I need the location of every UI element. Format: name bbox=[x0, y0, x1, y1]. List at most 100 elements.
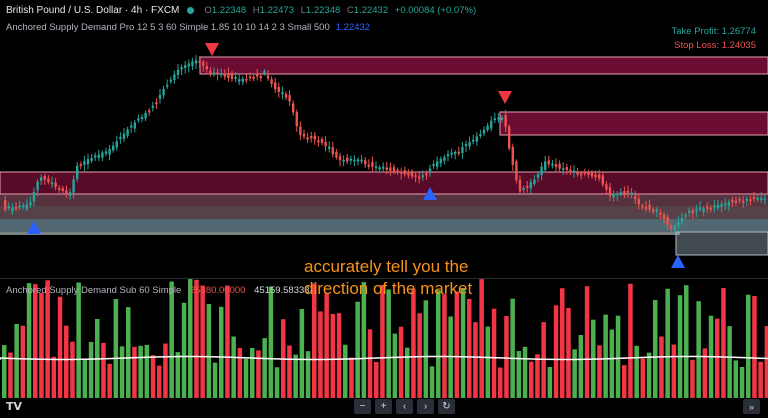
volume-bar bbox=[343, 344, 348, 398]
candle-body bbox=[562, 168, 565, 171]
volume-bar bbox=[157, 365, 162, 398]
volume-bar bbox=[671, 344, 677, 398]
zoom-in-button[interactable]: + bbox=[375, 399, 392, 414]
candle-body bbox=[450, 152, 453, 155]
zone-band-pink bbox=[0, 194, 768, 206]
sell-signal-marker bbox=[498, 91, 512, 104]
volume-bar bbox=[417, 313, 422, 398]
volume-bar bbox=[45, 280, 50, 398]
volume-bar bbox=[26, 283, 32, 398]
chart-toolbar: − + ‹ › ↻ bbox=[354, 399, 455, 414]
buy-signal-marker bbox=[27, 221, 41, 234]
candle-body bbox=[400, 171, 403, 174]
volume-bar bbox=[429, 366, 435, 398]
volume-bar bbox=[20, 325, 26, 398]
candle-body bbox=[378, 167, 381, 170]
volume-bar bbox=[467, 298, 472, 398]
candle-body bbox=[385, 167, 388, 170]
symbol-title[interactable]: British Pound / U.S. Dollar · 4h · FXCM bbox=[6, 5, 180, 16]
candle-body bbox=[587, 172, 590, 175]
candle-body bbox=[360, 159, 363, 162]
pane-divider[interactable] bbox=[0, 278, 768, 279]
candle-body bbox=[198, 60, 201, 63]
volume-bar bbox=[491, 308, 497, 398]
candle-body bbox=[317, 140, 320, 143]
volume-bar bbox=[504, 316, 509, 398]
candle-body bbox=[90, 158, 93, 161]
reset-chart-button[interactable]: ↻ bbox=[438, 399, 455, 414]
volume-bar bbox=[76, 282, 81, 398]
candle-body bbox=[245, 78, 248, 81]
candle-body bbox=[180, 67, 183, 70]
candle-body bbox=[457, 151, 460, 154]
volume-bar bbox=[746, 294, 751, 398]
candle-body bbox=[126, 129, 129, 136]
volume-bar bbox=[237, 347, 243, 398]
candle-body bbox=[670, 225, 673, 230]
candle-body bbox=[194, 60, 198, 64]
candle-body bbox=[590, 172, 594, 177]
volume-bar bbox=[659, 336, 664, 398]
candle-body bbox=[295, 112, 298, 127]
candle-body bbox=[497, 117, 500, 120]
symbol-row: British Pound / U.S. Dollar · 4h · FXCM … bbox=[6, 5, 480, 16]
sub-indicator-name[interactable]: Anchored Supply Demand Sub 60 Simple bbox=[6, 285, 182, 296]
volume-bar bbox=[684, 285, 689, 398]
volume-bar bbox=[361, 282, 367, 398]
scroll-right-button[interactable]: › bbox=[417, 399, 434, 414]
go-to-latest-button[interactable]: » bbox=[743, 399, 760, 414]
candle-body bbox=[436, 161, 439, 167]
candle-body bbox=[54, 182, 57, 187]
volume-bar bbox=[212, 362, 218, 398]
volume-bar bbox=[256, 350, 261, 398]
volume-bar bbox=[200, 285, 205, 398]
candle-body bbox=[713, 205, 716, 208]
volume-bar bbox=[609, 329, 615, 398]
indicator-row: Anchored Supply Demand Pro 12 5 3 60 Sim… bbox=[6, 22, 370, 33]
candle-body bbox=[680, 217, 684, 223]
volume-bar bbox=[181, 302, 187, 398]
candle-body bbox=[205, 66, 208, 70]
volume-bar bbox=[330, 313, 336, 398]
candle-body bbox=[184, 65, 187, 68]
candle-body bbox=[101, 152, 104, 158]
volume-bar bbox=[51, 356, 57, 398]
candle-body bbox=[230, 74, 234, 79]
buy-signal-marker bbox=[423, 187, 437, 200]
candle-body bbox=[583, 172, 586, 174]
candle-body bbox=[504, 115, 507, 127]
volume-bar bbox=[677, 295, 683, 398]
take-profit-label: Take Profit: 1.26774 bbox=[671, 26, 757, 37]
candle-body bbox=[176, 69, 180, 75]
volume-bar bbox=[653, 300, 658, 398]
volume-average-line bbox=[0, 355, 768, 361]
candle-body bbox=[374, 166, 378, 168]
zoom-out-button[interactable]: − bbox=[354, 399, 371, 414]
candle-body bbox=[133, 122, 136, 129]
candle-body bbox=[547, 160, 550, 165]
candle-body bbox=[382, 166, 385, 169]
buy-signal-marker bbox=[671, 255, 685, 268]
candle-body bbox=[292, 103, 295, 113]
volume-bar bbox=[219, 306, 224, 398]
candle-body bbox=[140, 116, 144, 120]
candle-body bbox=[749, 199, 752, 202]
candle-body bbox=[652, 209, 655, 212]
candle-body bbox=[454, 152, 457, 155]
chart-header: British Pound / U.S. Dollar · 4h · FXCM … bbox=[0, 0, 768, 51]
volume-bar bbox=[454, 291, 460, 398]
volume-bar bbox=[374, 361, 379, 398]
candle-body bbox=[4, 199, 7, 210]
indicator-name[interactable]: Anchored Supply Demand Pro 12 5 3 60 Sim… bbox=[6, 22, 330, 33]
candle-body bbox=[738, 198, 741, 201]
volume-bar bbox=[628, 283, 633, 398]
scroll-left-button[interactable]: ‹ bbox=[396, 399, 413, 414]
volume-bar bbox=[299, 308, 305, 398]
volume-bar bbox=[305, 351, 311, 398]
volume-bar bbox=[39, 293, 44, 398]
candle-body bbox=[572, 170, 576, 173]
ohlc-values: O1.22348 H1.22473 L1.22348 C1.22432 +0.0… bbox=[204, 5, 477, 16]
volume-bar bbox=[473, 322, 478, 398]
candle-body bbox=[691, 210, 694, 214]
